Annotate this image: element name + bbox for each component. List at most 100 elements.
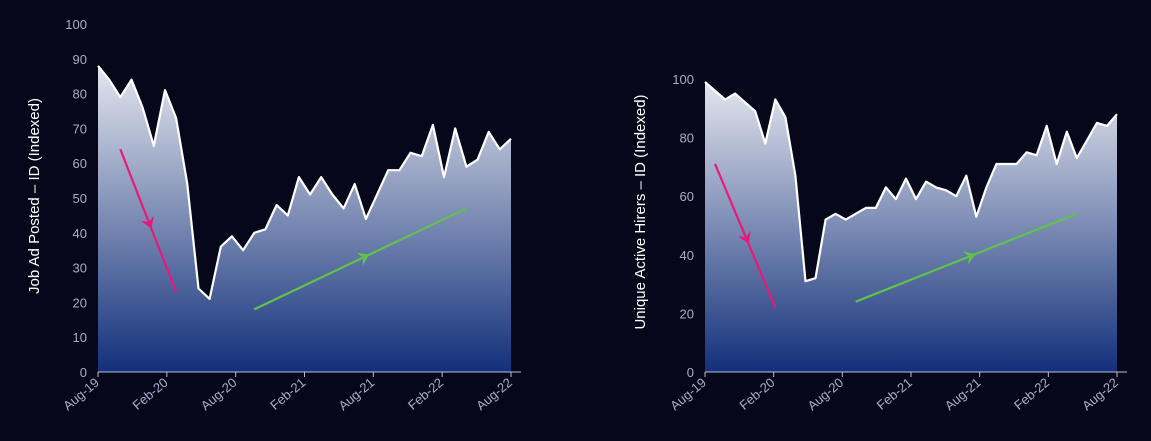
data-point-job-ads <box>196 286 200 290</box>
data-point-job-ads <box>208 297 212 301</box>
data-point-hirers <box>783 115 787 119</box>
x-tick-label-job-ads: Aug-22 <box>473 375 515 413</box>
data-point-hirers <box>1015 162 1019 166</box>
data-point-hirers <box>1055 162 1059 166</box>
data-point-hirers <box>703 80 707 84</box>
data-point-job-ads <box>509 137 513 141</box>
data-point-job-ads <box>252 231 256 235</box>
data-point-hirers <box>753 109 757 113</box>
y-tick-label-job-ads: 50 <box>73 191 87 206</box>
data-point-hirers <box>974 215 978 219</box>
trend-arrow-up-job-ads <box>253 207 467 311</box>
y-tick-label-hirers: 0 <box>687 365 694 380</box>
data-point-job-ads <box>275 203 279 207</box>
data-point-hirers <box>954 194 958 198</box>
y-tick-label-hirers: 60 <box>680 189 694 204</box>
x-tick-label-job-ads: Aug-20 <box>198 375 240 413</box>
data-point-job-ads <box>96 64 100 68</box>
data-point-hirers <box>1004 162 1008 166</box>
y-tick-label-job-ads: 30 <box>73 261 87 276</box>
data-point-hirers <box>924 180 928 184</box>
x-tick-label-hirers: Feb-22 <box>1011 375 1052 413</box>
data-point-job-ads <box>342 206 346 210</box>
data-point-job-ads <box>286 213 290 217</box>
data-point-hirers <box>1095 121 1099 125</box>
data-point-hirers <box>1025 150 1029 154</box>
y-tick-label-job-ads: 100 <box>65 17 87 32</box>
y-tick-label-job-ads: 0 <box>80 365 87 380</box>
data-point-job-ads <box>319 175 323 179</box>
data-point-job-ads <box>431 123 435 127</box>
data-point-hirers <box>874 206 878 210</box>
data-point-job-ads <box>375 193 379 197</box>
data-point-hirers <box>864 206 868 210</box>
data-point-hirers <box>793 174 797 178</box>
y-axis-title-job-ads: Job Ad Posted – ID (Indexed) <box>26 98 43 294</box>
data-point-job-ads <box>141 106 145 110</box>
x-tick-label-job-ads: Feb-22 <box>405 375 446 413</box>
trend-arrow-down-job-ads <box>119 148 178 293</box>
trend-arrow-down-head-hirers <box>737 230 751 244</box>
data-point-hirers <box>834 212 838 216</box>
job-ads-chart: Job Ad Posted – ID (Indexed) 0 10 20 30 40 50… <box>26 17 521 413</box>
data-point-hirers <box>824 218 828 222</box>
data-point-hirers <box>964 174 968 178</box>
data-point-hirers <box>984 185 988 189</box>
data-point-job-ads <box>129 78 133 82</box>
data-point-job-ads <box>330 193 334 197</box>
data-point-job-ads <box>185 182 189 186</box>
x-tick-label-hirers: Aug-21 <box>942 375 984 413</box>
x-tick-label-hirers: Aug-20 <box>805 375 847 413</box>
data-point-job-ads <box>107 78 111 82</box>
y-tick-label-hirers: 20 <box>680 306 694 321</box>
data-point-hirers <box>994 162 998 166</box>
data-point-job-ads <box>397 168 401 172</box>
data-point-hirers <box>854 212 858 216</box>
data-point-job-ads <box>241 248 245 252</box>
x-tick-label-job-ads: Feb-20 <box>130 375 171 413</box>
hirers-chart: Unique Active Hirers – ID (Indexed) 0 20 4… <box>632 72 1127 413</box>
data-point-job-ads <box>297 175 301 179</box>
data-point-hirers <box>713 89 717 93</box>
data-point-hirers <box>1065 130 1069 134</box>
trend-arrow-up-head-hirers <box>962 251 976 265</box>
y-tick-label-job-ads: 60 <box>73 156 87 171</box>
data-point-job-ads <box>464 165 468 169</box>
data-point-hirers <box>1045 124 1049 128</box>
data-point-hirers <box>1035 153 1039 157</box>
trend-arrow-down-hirers <box>714 163 777 308</box>
x-tick-label-job-ads: Aug-19 <box>60 375 102 413</box>
x-tick-label-job-ads: Aug-21 <box>336 375 378 413</box>
area-fill-job-ads <box>98 65 511 373</box>
data-point-hirers <box>814 276 818 280</box>
data-point-hirers <box>723 98 727 102</box>
data-point-job-ads <box>174 116 178 120</box>
data-point-job-ads <box>152 144 156 148</box>
data-point-job-ads <box>487 130 491 134</box>
data-point-job-ads <box>409 151 413 155</box>
data-point-job-ads <box>308 193 312 197</box>
data-point-job-ads <box>386 168 390 172</box>
x-tick-label-hirers: Feb-21 <box>874 375 915 413</box>
data-point-hirers <box>763 141 767 145</box>
data-point-job-ads <box>453 126 457 130</box>
trend-arrow-down-head-job-ads <box>140 215 154 229</box>
data-point-hirers <box>1075 156 1079 160</box>
y-tick-label-job-ads: 70 <box>73 121 87 136</box>
data-point-job-ads <box>118 95 122 99</box>
y-tick-label-hirers: 40 <box>680 248 694 263</box>
y-tick-label-job-ads: 10 <box>73 330 87 345</box>
data-point-hirers <box>1085 139 1089 143</box>
data-point-hirers <box>914 197 918 201</box>
y-axis-title-hirers: Unique Active Hirers – ID (Indexed) <box>632 94 649 329</box>
data-point-job-ads <box>476 158 480 162</box>
data-point-job-ads <box>263 227 267 231</box>
series-line-hirers <box>704 81 1118 283</box>
data-point-hirers <box>1115 112 1119 116</box>
data-point-hirers <box>1105 124 1109 128</box>
x-tick-label-hirers: Feb-20 <box>736 375 777 413</box>
series-line-job-ads <box>97 65 512 300</box>
data-point-job-ads <box>498 147 502 151</box>
data-point-job-ads <box>364 217 368 221</box>
